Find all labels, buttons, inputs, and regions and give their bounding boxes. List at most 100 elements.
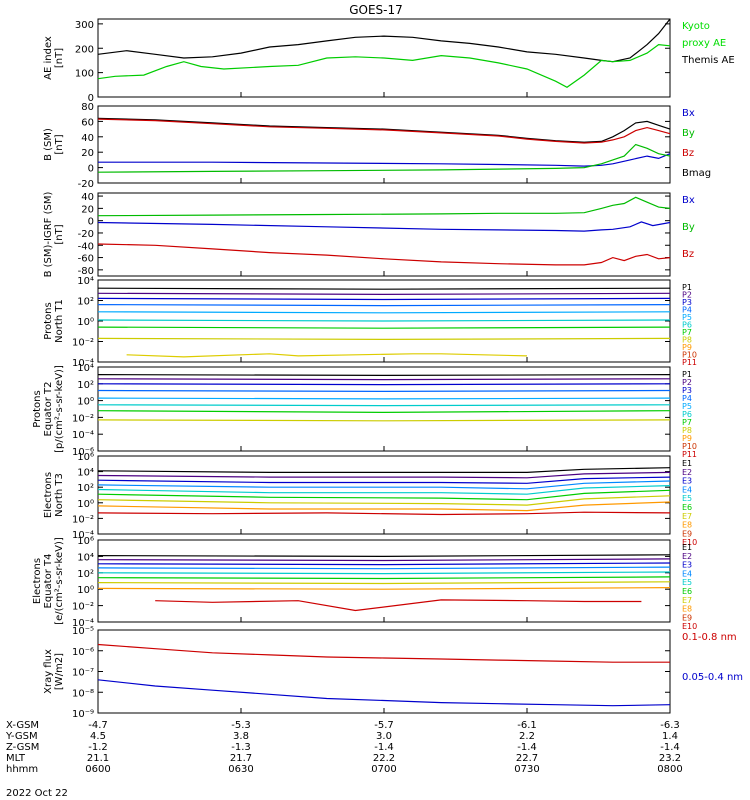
legend-entry: E3 [682, 477, 692, 486]
chart-title: GOES-17 [349, 3, 403, 17]
series-line-bz [97, 118, 671, 144]
series-line-p6 [97, 404, 671, 407]
y-tick-label: 10⁶ [77, 452, 94, 463]
panel-frame [97, 192, 671, 277]
series-line-e2 [97, 558, 671, 562]
y-axis-label: [nT] [54, 48, 65, 68]
y-tick-label: 10⁻⁴ [72, 430, 94, 441]
legend-entry: P11 [682, 450, 697, 459]
y-tick-label: 300 [75, 20, 94, 31]
legend-entry: By [682, 222, 695, 233]
time-axis-value: 0700 [371, 764, 396, 775]
legend-entry: E2 [682, 552, 692, 561]
series-line-p5 [97, 397, 671, 400]
legend-entry: P5 [682, 313, 692, 322]
panel-frame [97, 455, 671, 535]
y-tick-label: 10² [77, 569, 94, 580]
panel-pn: 10⁻⁴ 10⁻² 10⁰ 10² 10⁴ Protons North T1 P1P2P3P4… [43, 276, 697, 369]
legend-entry: 0.1-0.8 nm [682, 632, 737, 643]
time-axis-value: -4.7 [88, 720, 108, 731]
legend-entry: P4 [682, 394, 692, 403]
series-line-bz [97, 243, 671, 266]
time-axis-value: 3.0 [376, 731, 392, 742]
legend-entry: E6 [682, 503, 692, 512]
y-tick-label: 10⁴ [77, 276, 94, 287]
series-line-kyoto-proxy-ae [97, 43, 671, 89]
y-tick-label: 10⁻⁶ [72, 647, 94, 658]
legend-entry: Bmag [682, 168, 711, 179]
y-tick-label: 10⁻⁴ [72, 618, 94, 629]
legend-entry: P8 [682, 426, 692, 435]
y-tick-label: 10⁻⁴ [72, 358, 94, 369]
series-line-e8 [97, 501, 671, 512]
y-tick-label: 40 [81, 133, 94, 144]
y-axis-label: [W/m2] [54, 653, 65, 690]
y-tick-label: 10⁰ [77, 317, 94, 328]
time-axis-value: 2.2 [519, 731, 535, 742]
legend-entry: Kyoto [682, 21, 710, 32]
time-axis-row-label: MLT [6, 753, 26, 764]
legend-entry: P6 [682, 410, 692, 419]
legend-entry: E1 [682, 459, 692, 468]
y-tick-label: 10⁻² [72, 338, 94, 349]
series-line-themis-ae [97, 18, 671, 63]
legend-entry: P7 [682, 328, 692, 337]
legend-entry: P9 [682, 434, 692, 443]
y-axis-label: North T3 [54, 473, 65, 517]
legend-entry: E4 [682, 485, 692, 494]
legend-entry: P2 [682, 378, 692, 387]
series-line-p1 [97, 374, 671, 376]
series-line-p6 [97, 319, 671, 322]
y-tick-label: 10⁰ [77, 585, 94, 596]
legend-entry: E7 [682, 596, 692, 605]
series-line-0-1-0-8-nm [97, 643, 670, 663]
legend-entry: E10 [682, 622, 697, 631]
time-axis-value: 22.7 [516, 753, 538, 764]
legend-entry: E5 [682, 578, 692, 587]
panel-bsm: -20 0 20 40 60 80 B (SM) [nT] Bx By Bz Bmag [43, 102, 711, 190]
series-line-p7 [97, 410, 671, 414]
panel-ee: 10⁻⁴ 10⁻² 10⁰ 10² 10⁴ 10⁶ Electrons Equator T4[… [32, 536, 697, 631]
y-tick-label: 10⁻⁹ [72, 709, 94, 720]
date-label: 2022 Oct 22 [6, 788, 68, 799]
time-axis-row-label: X-GSM [6, 720, 39, 731]
y-tick-label: 10⁴ [77, 552, 94, 563]
legend-entry: P9 [682, 343, 692, 352]
y-tick-label: 10² [77, 297, 94, 308]
legend-entry: E8 [682, 521, 692, 530]
series-line-p2 [97, 292, 671, 295]
time-axis-value: -1.3 [231, 742, 251, 753]
y-tick-label: 10⁴ [77, 468, 94, 479]
legend-entry: E1 [682, 543, 692, 552]
time-axis-row-label: Y-GSM [5, 731, 38, 742]
time-axis-value: 4.5 [90, 731, 106, 742]
y-tick-label: 10⁻⁷ [72, 668, 94, 679]
time-axis-value: 0630 [228, 764, 253, 775]
legend-entry: P2 [682, 291, 692, 300]
y-axis-label: AE index [43, 36, 54, 80]
series-line-e8 [97, 586, 671, 590]
y-tick-label: 10⁻⁶ [72, 447, 94, 458]
y-tick-label: 10⁴ [77, 363, 94, 374]
time-axis-value: 1.4 [662, 731, 678, 742]
series-line-p7 [97, 326, 671, 329]
legend-entry: P5 [682, 402, 692, 411]
series-line-p4 [97, 304, 671, 307]
panel-ae: 0 100 200 300 AE index [nT] Kyoto proxy AE Themi… [43, 18, 735, 104]
y-tick-label: 80 [81, 102, 94, 113]
y-axis-label: North T1 [54, 299, 65, 343]
series-line-e5 [97, 571, 671, 575]
y-tick-label: 0 [88, 164, 94, 175]
legend-entry: P4 [682, 306, 692, 315]
legend-entry: P3 [682, 386, 692, 395]
y-axis-label: Equator T4 [43, 554, 54, 609]
legend-entry: P1 [682, 283, 692, 292]
series-line-e1 [97, 554, 671, 558]
series-line-e1 [97, 467, 671, 473]
series-line-p3 [97, 297, 671, 301]
y-tick-label: 40 [81, 192, 94, 203]
y-tick-label: 10⁻⁴ [72, 530, 94, 541]
series-line-by [97, 143, 671, 173]
legend-entry: 0.05-0.4 nm [682, 672, 743, 683]
y-tick-label: -80 [78, 266, 94, 277]
